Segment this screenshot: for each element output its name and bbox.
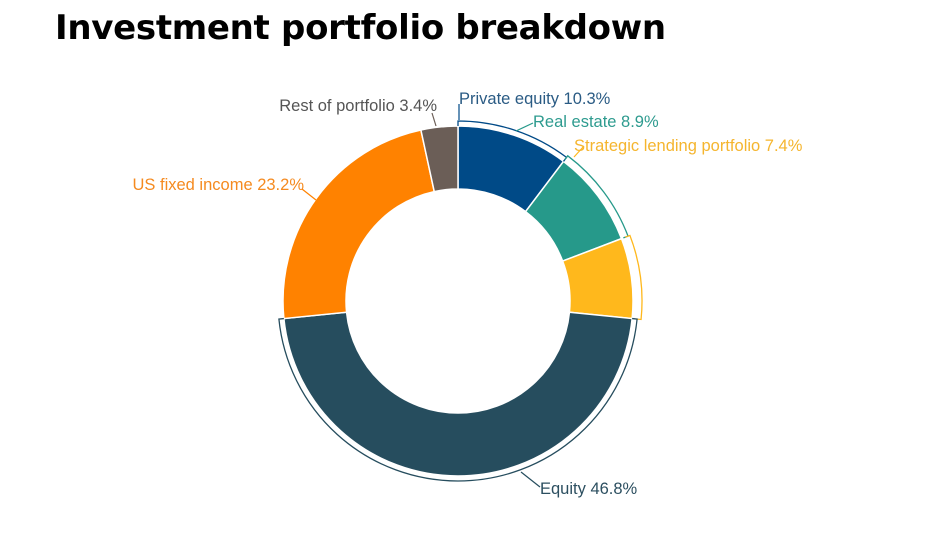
slice-equity [283, 311, 633, 477]
leader-us-fixed-income [301, 188, 317, 201]
label-private-equity: Private equity 10.3% [459, 90, 611, 108]
leader-equity [520, 471, 541, 488]
leader-rest-of-portfolio [431, 112, 437, 127]
leader-real-estate [515, 122, 534, 132]
label-equity: Equity 46.8% [540, 480, 638, 498]
bracket-private-equity [457, 120, 568, 162]
label-real-estate: Real estate 8.9% [533, 113, 659, 131]
slice-us-fixed-income [282, 129, 436, 320]
chart-title: Investment portfolio breakdown [55, 8, 666, 48]
label-strategic-lending-portfolio: Strategic lending portfolio 7.4% [574, 137, 803, 155]
slice-rest-of-portfolio [420, 125, 459, 193]
bracket-equity [278, 317, 638, 482]
label-us-fixed-income: US fixed income 23.2% [132, 176, 304, 194]
leader-strategic-lending-portfolio [573, 145, 585, 158]
bracket-real-estate [564, 154, 629, 239]
bracket-strategic-lending-portfolio [625, 234, 643, 321]
label-rest-of-portfolio: Rest of portfolio 3.4% [279, 97, 437, 115]
